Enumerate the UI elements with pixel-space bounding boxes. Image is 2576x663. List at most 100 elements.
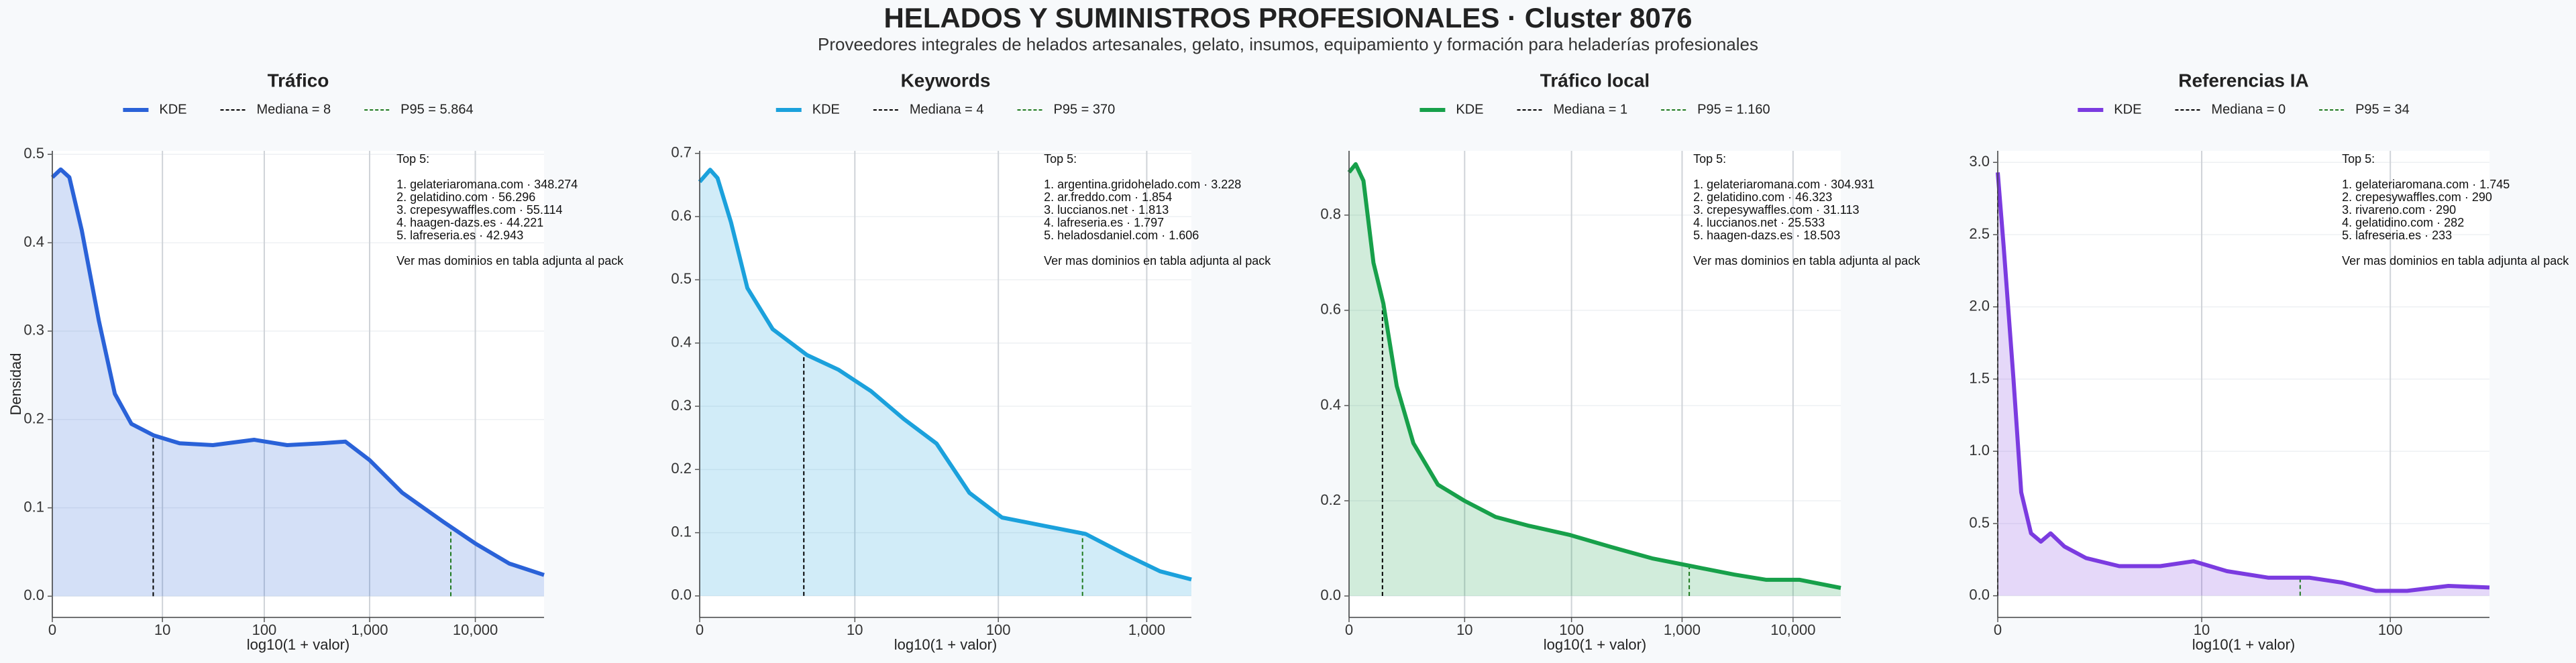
y-tick-label: 0.0 <box>1969 586 1990 603</box>
plot-area <box>1349 151 1841 617</box>
kde-line <box>50 167 545 577</box>
y-tick-label: 0.4 <box>671 334 692 351</box>
kde-line <box>698 168 1192 582</box>
y-tick-label: 0.1 <box>23 498 44 515</box>
annotation-note: Ver mas dominios en tabla adjunta al pac… <box>1044 254 1271 267</box>
annotation-item: 1. gelateriaromana.com · 1.745 <box>2342 178 2510 191</box>
y-tick-label: 2.0 <box>1969 298 1990 314</box>
legend-label: KDE <box>812 102 840 117</box>
legend: KDE Mediana = 0 P95 = 34 <box>2078 102 2410 117</box>
subplot-title: Tráfico <box>268 70 329 91</box>
y-tick-label: 0.5 <box>671 270 692 287</box>
kde-line <box>1996 172 2490 593</box>
x-tick-label: 10 <box>154 621 170 638</box>
y-tick-label: 0.2 <box>671 460 692 477</box>
y-tick-label: 0.6 <box>671 207 692 224</box>
legend-label: P95 = 370 <box>1054 102 1116 117</box>
y-tick-label: 0.8 <box>1320 206 1341 223</box>
y-tick-label: 0.7 <box>671 144 692 161</box>
x-tick-label: 1,000 <box>1664 621 1701 638</box>
annotation-title: Top 5: <box>396 152 429 166</box>
legend-label: Mediana = 4 <box>910 102 984 117</box>
legend-label: P95 = 5.864 <box>400 102 473 117</box>
legend-label: P95 = 1.160 <box>1697 102 1770 117</box>
legend: KDE Mediana = 1 P95 = 1.160 <box>1419 102 1770 117</box>
x-tick-label: 0 <box>696 621 704 638</box>
annotation-item: 4. luccianos.net · 25.533 <box>1693 216 1825 229</box>
x-tick-label: 10 <box>847 621 863 638</box>
x-tick-label: 10 <box>1456 621 1472 638</box>
legend-label: Mediana = 8 <box>257 102 331 117</box>
x-tick-label: 100 <box>986 621 1011 638</box>
subplot-title: Keywords <box>901 70 991 91</box>
subplot-title: Referencias IA <box>2178 70 2309 91</box>
annotation-item: 4. gelatidino.com · 282 <box>2342 216 2464 229</box>
plot-area <box>700 151 1191 617</box>
x-tick-label: 0 <box>48 621 56 638</box>
y-tick-label: 0.5 <box>1969 514 1990 531</box>
kde-area <box>1998 172 2489 596</box>
plot-area <box>52 151 544 617</box>
y-axis-label: Densidad <box>7 353 24 416</box>
annotation-item: 1. gelateriaromana.com · 304.931 <box>1693 178 1874 191</box>
annotation-title: Top 5: <box>1044 152 1077 166</box>
y-tick-label: 1.0 <box>1969 442 1990 459</box>
kde-area <box>1349 164 1841 597</box>
legend-label: KDE <box>159 102 186 117</box>
plot-area <box>1998 151 2489 617</box>
annotation-item: 4. lafreseria.es · 1.797 <box>1044 216 1164 229</box>
y-tick-label: 2.5 <box>1969 225 1990 242</box>
annotation-title: Top 5: <box>2342 152 2375 166</box>
annotation-item: 2. gelatidino.com · 56.296 <box>396 190 535 204</box>
x-tick-label: 0 <box>1345 621 1353 638</box>
annotation-item: 5. heladosdaniel.com · 1.606 <box>1044 229 1199 242</box>
y-tick-label: 0.0 <box>23 587 44 603</box>
y-tick-label: 0.0 <box>671 587 692 603</box>
x-tick-label: 100 <box>1559 621 1584 638</box>
annotation-item: 5. lafreseria.es · 42.943 <box>396 229 523 242</box>
legend: KDE Mediana = 8 P95 = 5.864 <box>123 102 474 117</box>
y-tick-label: 0.4 <box>23 233 44 250</box>
x-axis-label: log10(1 + valor) <box>1544 636 1646 653</box>
x-axis-label: log10(1 + valor) <box>247 636 350 653</box>
y-tick-label: 0.3 <box>23 322 44 339</box>
x-tick-label: 10,000 <box>1770 621 1815 638</box>
y-tick-label: 0.2 <box>23 410 44 427</box>
y-tick-label: 0.4 <box>1320 396 1341 413</box>
y-tick-label: 0.1 <box>671 523 692 540</box>
x-tick-label: 10 <box>2194 621 2210 638</box>
kde-line <box>1347 162 1841 590</box>
legend-label: KDE <box>2114 102 2141 117</box>
annotation-item: 5. haagen-dazs.es · 18.503 <box>1693 229 1840 242</box>
annotation-item: 1. gelateriaromana.com · 348.274 <box>396 178 578 191</box>
x-tick-label: 0 <box>1994 621 2002 638</box>
legend-label: KDE <box>1456 102 1483 117</box>
annotation-item: 2. ar.freddo.com · 1.854 <box>1044 190 1172 204</box>
page-title: HELADOS Y SUMINISTROS PROFESIONALES · Cl… <box>883 2 1692 34</box>
annotation-note: Ver mas dominios en tabla adjunta al pac… <box>1693 254 1921 267</box>
legend-label: Mediana = 0 <box>2211 102 2286 117</box>
annotation-item: 2. gelatidino.com · 46.323 <box>1693 190 1832 204</box>
y-tick-label: 0.6 <box>1320 301 1341 318</box>
legend-label: Mediana = 1 <box>1554 102 1628 117</box>
annotation-note: Ver mas dominios en tabla adjunta al pac… <box>2342 254 2569 267</box>
annotation-item: 3. crepesywaffles.com · 31.113 <box>1693 203 1859 217</box>
x-tick-label: 1,000 <box>351 621 388 638</box>
annotation-item: 2. crepesywaffles.com · 290 <box>2342 190 2492 204</box>
y-tick-label: 0.2 <box>1320 491 1341 508</box>
annotation-note: Ver mas dominios en tabla adjunta al pac… <box>396 254 624 267</box>
legend: KDE Mediana = 4 P95 = 370 <box>775 102 1116 117</box>
x-tick-label: 100 <box>252 621 277 638</box>
y-tick-label: 0.5 <box>23 145 44 162</box>
y-tick-label: 0.3 <box>671 397 692 414</box>
annotation-item: 3. crepesywaffles.com · 55.114 <box>396 203 562 217</box>
x-tick-label: 100 <box>2378 621 2403 638</box>
annotation-item: 3. luccianos.net · 1.813 <box>1044 203 1169 217</box>
x-tick-label: 10,000 <box>453 621 498 638</box>
x-axis-label: log10(1 + valor) <box>2192 636 2295 653</box>
annotation-item: 4. haagen-dazs.es · 44.221 <box>396 216 543 229</box>
x-axis-label: log10(1 + valor) <box>894 636 997 653</box>
page-subtitle: Proveedores integrales de helados artesa… <box>818 34 1758 54</box>
